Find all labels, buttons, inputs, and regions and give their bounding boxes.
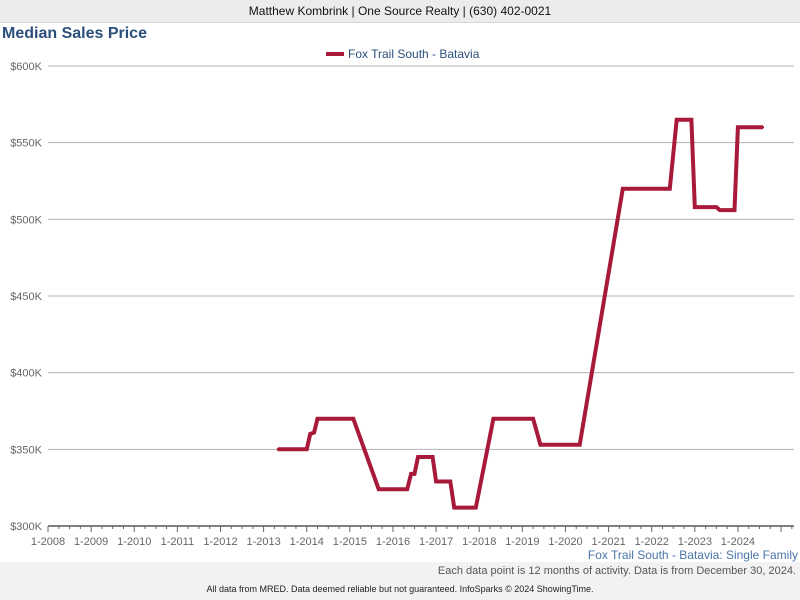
data-point bbox=[539, 443, 542, 446]
data-point bbox=[312, 431, 316, 434]
data-point bbox=[453, 506, 456, 509]
x-tick-label: 1-2012 bbox=[203, 536, 237, 548]
x-tick-label: 1-2010 bbox=[117, 536, 151, 548]
x-tick-label: 1-2017 bbox=[419, 536, 453, 548]
series-type-label: Fox Trail South - Batavia: Single Family bbox=[587, 548, 798, 562]
data-point bbox=[413, 472, 416, 476]
x-tick-label: 1-2020 bbox=[548, 536, 582, 548]
y-tick-label: $350K bbox=[10, 444, 42, 456]
x-tick-label: 1-2014 bbox=[290, 536, 324, 548]
data-point bbox=[377, 488, 380, 491]
data-point bbox=[578, 443, 581, 446]
x-tick-label: 1-2015 bbox=[333, 536, 367, 548]
chart: $300K $350K $400K $450K $500K $550K $600K 1-200… bbox=[10, 47, 794, 548]
x-tick-label: 1-2013 bbox=[246, 536, 280, 548]
data-point bbox=[308, 432, 312, 436]
data-point bbox=[736, 126, 740, 129]
data-note: Each data point is 12 months of activity… bbox=[437, 565, 796, 577]
chart-title: Median Sales Price bbox=[2, 25, 147, 42]
footer-bar bbox=[0, 562, 800, 600]
y-tick-label: $300K bbox=[10, 521, 42, 533]
data-point bbox=[474, 506, 477, 509]
axes: $300K $350K $400K $450K $500K $550K $600K 1-200… bbox=[10, 61, 794, 548]
grid-lines bbox=[48, 65, 794, 450]
x-tick-label: 1-2024 bbox=[721, 536, 755, 548]
y-tick-label: $500K bbox=[10, 214, 42, 226]
y-tick-label: $550K bbox=[10, 138, 42, 150]
data-point bbox=[352, 417, 355, 420]
data-point bbox=[276, 448, 280, 451]
data-point bbox=[449, 480, 452, 483]
data-point bbox=[668, 187, 672, 190]
x-tick-label: 1-2018 bbox=[462, 536, 496, 548]
data-point bbox=[409, 472, 413, 476]
x-tick-label: 1-2019 bbox=[505, 536, 539, 548]
legend-label: Fox Trail South - Batavia bbox=[348, 47, 480, 61]
x-tick-label: 1-2008 bbox=[31, 536, 65, 548]
y-tick-label: $450K bbox=[10, 291, 42, 303]
x-tick-label: 1-2022 bbox=[635, 536, 669, 548]
x-tick-label: 1-2011 bbox=[161, 536, 194, 548]
data-point bbox=[316, 417, 319, 420]
agent-header: Matthew Kombrink | One Source Realty | (… bbox=[0, 0, 800, 23]
data-point bbox=[416, 455, 420, 459]
data-point bbox=[431, 455, 434, 459]
footer-disclaimer: All data from MRED. Data deemed reliable… bbox=[206, 584, 594, 594]
data-point bbox=[733, 208, 736, 212]
y-tick-label: $400K bbox=[10, 368, 42, 380]
x-tick-label: 1-2009 bbox=[74, 536, 108, 548]
data-point bbox=[675, 118, 678, 121]
data-point bbox=[531, 417, 535, 420]
data-point bbox=[305, 448, 308, 451]
data-point bbox=[406, 488, 409, 491]
series-layer bbox=[276, 117, 765, 510]
data-point bbox=[715, 205, 718, 209]
data-point bbox=[718, 208, 722, 212]
data-point bbox=[690, 118, 693, 121]
data-point bbox=[492, 417, 495, 420]
x-tick-label: 1-2016 bbox=[376, 536, 410, 548]
x-tick-label: 1-2023 bbox=[678, 536, 712, 548]
x-tick-label: 1-2021 bbox=[591, 536, 625, 548]
legend: Fox Trail South - Batavia bbox=[326, 47, 480, 61]
data-point bbox=[693, 205, 697, 209]
data-point bbox=[434, 480, 438, 483]
data-point bbox=[761, 126, 765, 129]
data-point bbox=[621, 187, 625, 190]
y-tick-label: $600K bbox=[10, 61, 42, 73]
series-line bbox=[277, 117, 763, 510]
